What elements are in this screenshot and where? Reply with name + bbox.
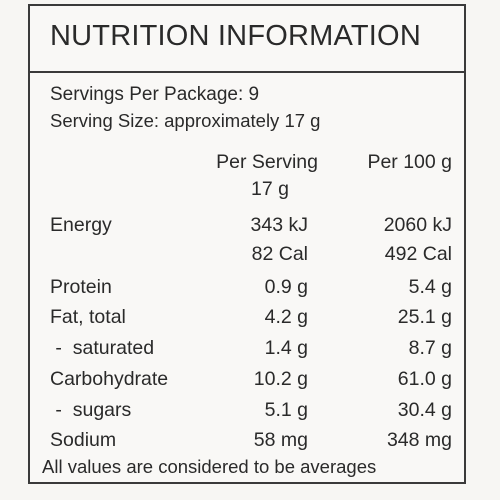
saturated-per-serving: 1.4 g — [264, 337, 308, 359]
saturated-per-100g: 8.7 g — [408, 337, 452, 359]
title-divider — [30, 71, 464, 73]
header-per-100g: Per 100 g — [367, 151, 452, 173]
header-per-serving: Per Serving — [216, 151, 318, 173]
serving-size: Serving Size: approximately 17 g — [50, 110, 321, 131]
row-label-protein: Protein — [50, 276, 112, 298]
row-label-sugars: - sugars — [50, 399, 132, 421]
servings-per-package: Servings Per Package: 9 — [50, 84, 260, 105]
sugars-per-100g: 30.4 g — [397, 399, 452, 421]
energy-cal-per-serving: 82 Cal — [251, 243, 308, 265]
row-label-fat-total: Fat, total — [50, 306, 126, 328]
carbohydrate-per-100g: 61.0 g — [397, 368, 452, 390]
panel-title: NUTRITION INFORMATION — [50, 20, 421, 52]
header-per-serving-size: 17 g — [251, 178, 289, 200]
fat-total-per-100g: 25.1 g — [397, 306, 452, 328]
averages-footnote: All values are considered to be averages — [42, 456, 377, 477]
protein-per-serving: 0.9 g — [264, 276, 308, 298]
protein-per-100g: 5.4 g — [408, 276, 452, 298]
energy-kj-per-serving: 343 kJ — [250, 214, 308, 236]
nutrition-panel: NUTRITION INFORMATION Servings Per Packa… — [28, 4, 466, 484]
sodium-per-100g: 348 mg — [386, 429, 452, 451]
sugars-per-serving: 5.1 g — [264, 399, 308, 421]
row-label-saturated: - saturated — [50, 337, 155, 359]
row-label-sodium: Sodium — [50, 429, 117, 451]
carbohydrate-per-serving: 10.2 g — [253, 368, 308, 390]
row-label-carbohydrate: Carbohydrate — [50, 368, 169, 390]
row-label-energy: Energy — [50, 214, 112, 236]
fat-total-per-serving: 4.2 g — [264, 306, 308, 328]
energy-cal-per-100g: 492 Cal — [384, 243, 452, 265]
sodium-per-serving: 58 mg — [253, 429, 308, 451]
energy-kj-per-100g: 2060 kJ — [383, 214, 452, 236]
